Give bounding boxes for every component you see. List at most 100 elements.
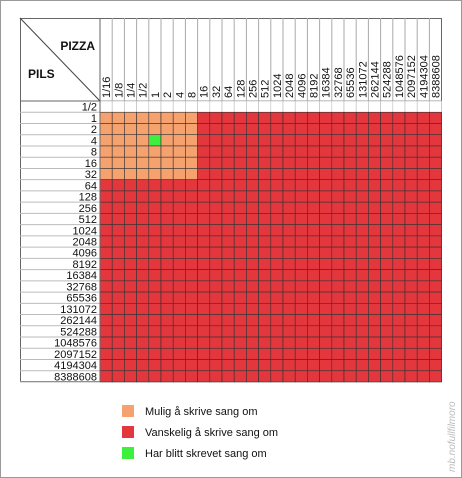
cell: [136, 303, 150, 315]
cell: [270, 314, 284, 327]
cell: [99, 246, 113, 259]
cell: [233, 168, 247, 180]
cell: [172, 325, 186, 338]
cell: [355, 303, 369, 315]
cell: [368, 291, 381, 304]
cell: [331, 224, 345, 237]
cell: [392, 145, 406, 158]
column-label: 64: [223, 86, 235, 98]
row-label: 2097152: [54, 349, 97, 361]
cell: [416, 145, 430, 158]
cell: [233, 303, 247, 315]
cell: [111, 336, 125, 349]
cell: [124, 258, 137, 270]
cell: [258, 111, 272, 124]
cell: [99, 224, 113, 237]
cell: [99, 156, 113, 169]
cell: [172, 145, 186, 158]
cell: [258, 224, 272, 237]
cell: [209, 134, 223, 147]
cell: [331, 100, 345, 113]
cell: [294, 303, 308, 315]
cell: [416, 325, 430, 338]
cell: [429, 190, 442, 203]
cell: [111, 235, 125, 248]
cell: [233, 201, 247, 214]
cell: [319, 347, 333, 360]
cell: [404, 134, 418, 147]
row-label: 64: [85, 180, 97, 192]
cell: [209, 370, 223, 383]
cell: [392, 246, 406, 259]
cell: [380, 213, 394, 225]
cell: [185, 156, 198, 169]
cell: [331, 111, 345, 124]
cell: [368, 100, 381, 113]
cell: [221, 145, 235, 158]
cell: [111, 145, 125, 158]
cell: [136, 156, 150, 169]
cell: [136, 168, 150, 180]
cell: [136, 246, 150, 259]
cell: [148, 280, 162, 293]
cell: [416, 291, 430, 304]
cell: [294, 123, 308, 136]
cell: [416, 190, 430, 203]
cell: [380, 269, 394, 282]
cell: [319, 269, 333, 282]
cell: [246, 111, 259, 124]
cell: [294, 258, 308, 270]
cell: [136, 269, 150, 282]
cell: [355, 123, 369, 136]
cell: [282, 179, 296, 192]
cell: [429, 145, 442, 158]
cell: [197, 224, 211, 237]
cell: [307, 111, 320, 124]
cell: [99, 145, 113, 158]
cell: [172, 123, 186, 136]
cell: [319, 179, 333, 192]
cell: [355, 134, 369, 147]
cell: [343, 314, 357, 327]
cell: [148, 235, 162, 248]
cell: [246, 190, 259, 203]
cell: [343, 303, 357, 315]
cell: [392, 100, 406, 113]
cell: [185, 168, 198, 180]
cell: [221, 156, 235, 169]
cell: [416, 258, 430, 270]
cell: [148, 347, 162, 360]
column-label: 2097152: [406, 55, 418, 98]
cell: [404, 291, 418, 304]
cell: [343, 100, 357, 113]
cell: [124, 224, 137, 237]
column-label: 4: [174, 92, 186, 98]
column-label: 16: [199, 86, 211, 98]
row-label: 32: [85, 169, 97, 181]
cell: [258, 359, 272, 372]
cell: [319, 100, 333, 113]
cell: [197, 370, 211, 383]
cell: [380, 156, 394, 169]
cell: [319, 156, 333, 169]
cell: [246, 347, 259, 360]
cell: [307, 291, 320, 304]
cell: [99, 325, 113, 338]
cell: [270, 123, 284, 136]
cell: [111, 168, 125, 180]
cell: [368, 235, 381, 248]
cell: [355, 224, 369, 237]
cell: [392, 213, 406, 225]
cell: [319, 314, 333, 327]
cell: [99, 168, 113, 180]
cell: [99, 190, 113, 203]
cell: [136, 325, 150, 338]
cell: [429, 213, 442, 225]
cell: [197, 291, 211, 304]
cell: [404, 156, 418, 169]
cell: [380, 235, 394, 248]
cell: [270, 246, 284, 259]
cell: [282, 111, 296, 124]
cell: [429, 359, 442, 372]
cell: [392, 314, 406, 327]
